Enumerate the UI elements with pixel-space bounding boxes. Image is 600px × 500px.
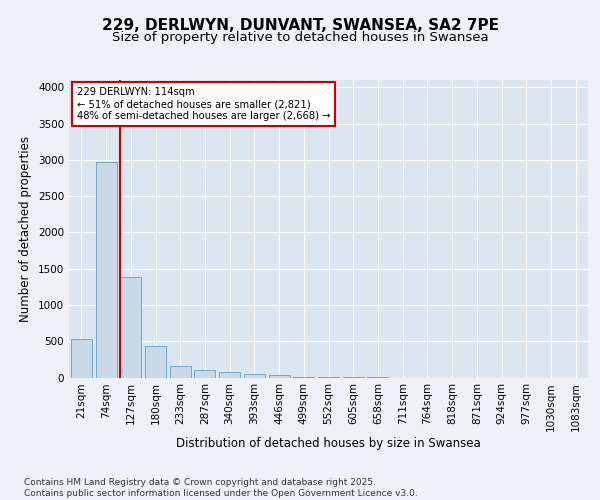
Y-axis label: Number of detached properties: Number of detached properties (19, 136, 32, 322)
Bar (194, 370, 215, 378)
Text: 229, DERLWYN, DUNVANT, SWANSEA, SA2 7PE: 229, DERLWYN, DUNVANT, SWANSEA, SA2 7PE (101, 18, 499, 32)
Bar (219, 372, 240, 378)
Bar (95, 162, 116, 378)
Bar (269, 374, 290, 378)
Bar (145, 346, 166, 378)
Bar (244, 374, 265, 378)
Text: Contains HM Land Registry data © Crown copyright and database right 2025.
Contai: Contains HM Land Registry data © Crown c… (24, 478, 418, 498)
Bar (170, 366, 191, 378)
Bar (71, 339, 92, 378)
Text: Size of property relative to detached houses in Swansea: Size of property relative to detached ho… (112, 31, 488, 44)
Bar (120, 278, 141, 378)
X-axis label: Distribution of detached houses by size in Swansea: Distribution of detached houses by size … (176, 436, 481, 450)
Text: 229 DERLWYN: 114sqm
← 51% of detached houses are smaller (2,821)
48% of semi-det: 229 DERLWYN: 114sqm ← 51% of detached ho… (77, 88, 330, 120)
